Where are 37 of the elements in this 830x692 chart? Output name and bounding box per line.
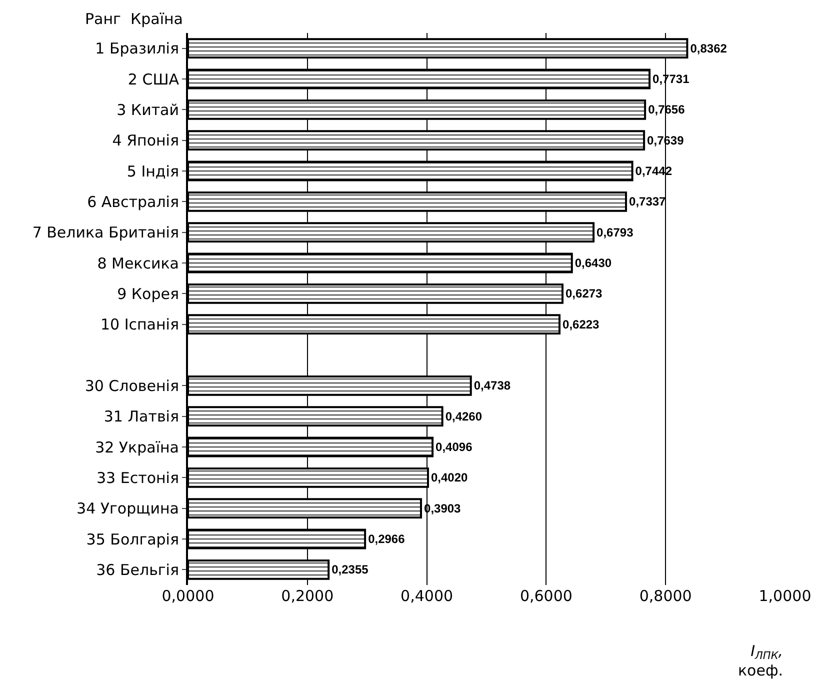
- y-tick-label: 2 США: [128, 70, 180, 88]
- data-label: 0,7337: [629, 194, 666, 209]
- data-label: 0,2966: [368, 532, 406, 546]
- y-tick-label: 9 Корея: [117, 284, 179, 303]
- y-tick-label: 1 Бразилія: [95, 40, 179, 58]
- x-axis-title: I$_{ЛПК}$, коеф.: [738, 642, 784, 680]
- y-tick-label: 30 Словенія: [84, 376, 179, 395]
- y-tick-label: 8 Мексика: [97, 254, 179, 272]
- data-label: 0,4260: [445, 409, 482, 424]
- x-tick-label: 0,8000: [639, 587, 692, 605]
- data-label: 0,6273: [566, 286, 603, 301]
- data-label: 0,4020: [430, 470, 468, 485]
- y-tick-label: 4 Японія: [112, 132, 179, 150]
- data-label: 0,4738: [474, 378, 511, 393]
- y-tick-label: 36 Бельгія: [96, 560, 179, 579]
- x-tick-label: 0,6000: [520, 587, 572, 605]
- y-tick-label: 31 Латвія: [104, 408, 179, 426]
- y-tick-label: 5 Індія: [126, 162, 179, 180]
- y-tick-label: 33 Естонія: [96, 468, 179, 487]
- y-tick-label: 3 Китай: [116, 100, 179, 119]
- data-label: 0,2355: [332, 562, 369, 577]
- y-tick-label: 34 Угорщина: [76, 500, 179, 518]
- y-tick-label: 32 Україна: [95, 438, 179, 456]
- data-label: 0,4096: [436, 440, 473, 454]
- x-tick-label: 1,0000: [758, 587, 812, 605]
- data-label: 0,6430: [574, 256, 612, 270]
- data-label: 0,8362: [690, 41, 728, 56]
- x-tick-label: 0,4000: [400, 587, 454, 605]
- x-tick-label: 0,0000: [162, 587, 214, 605]
- y-tick-label: 6 Австралія: [87, 192, 179, 211]
- y-axis-title: Ранг Країна: [85, 10, 183, 28]
- data-label: 0,6793: [596, 225, 634, 240]
- y-tick-label: 7 Велика Британія: [32, 224, 179, 242]
- x-tick-label: 0,2000: [281, 587, 334, 605]
- data-label: 0,6223: [562, 317, 600, 332]
- y-tick-label: 35 Болгарія: [86, 530, 179, 548]
- y-tick-label: 10 Іспанія: [100, 316, 179, 334]
